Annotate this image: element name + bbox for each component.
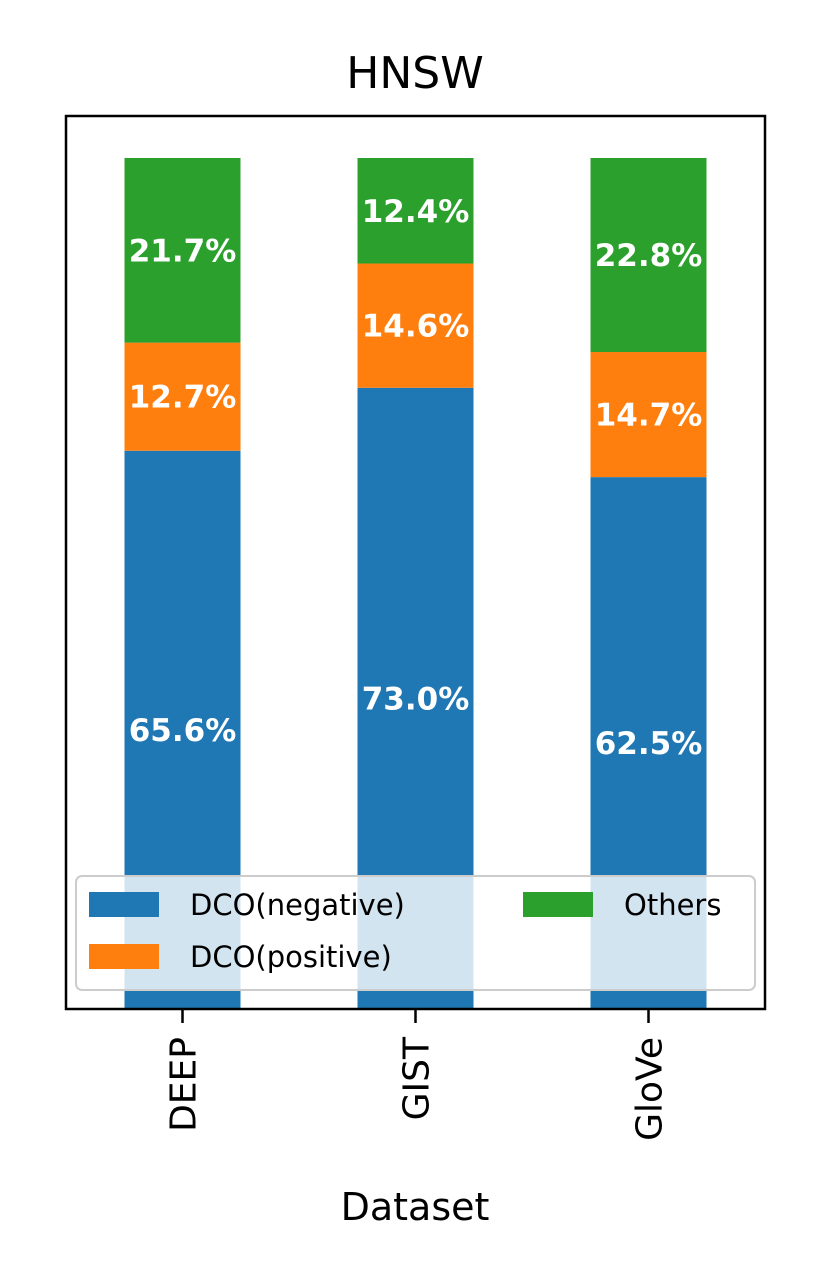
data-label-glove-dco-negative: 62.5% xyxy=(595,726,703,762)
x-tick-label-deep: DEEP xyxy=(164,1037,205,1132)
x-axis-label: Dataset xyxy=(341,1185,490,1229)
data-label-deep-others: 21.7% xyxy=(129,233,237,269)
data-label-gist-others: 12.4% xyxy=(362,194,470,230)
bar-gist-dco-positive xyxy=(357,263,474,388)
data-label-deep-dco-negative: 65.6% xyxy=(129,713,237,749)
legend-swatch-others xyxy=(523,892,593,917)
bar-gist-others xyxy=(357,158,474,264)
legend-label-dco-negative: DCO(negative) xyxy=(190,888,405,922)
bar-deep-dco-positive xyxy=(124,342,241,451)
x-tick-label-gist: GIST xyxy=(397,1036,438,1120)
legend-label-dco-positive: DCO(positive) xyxy=(190,940,392,974)
legend-swatch-dco-negative xyxy=(89,892,159,917)
data-label-gist-dco-negative: 73.0% xyxy=(362,681,470,717)
data-label-glove-dco-positive: 14.7% xyxy=(595,398,703,434)
data-label-deep-dco-positive: 12.7% xyxy=(129,380,237,416)
bar-deep-others xyxy=(124,158,241,343)
x-ticks: DEEP GIST GloVe xyxy=(164,1009,671,1141)
bar-glove-others xyxy=(590,158,707,353)
legend-swatch-dco-positive xyxy=(89,944,159,969)
x-tick-label-glove: GloVe xyxy=(630,1037,671,1141)
legend: DCO(negative) DCO(positive) Others xyxy=(75,875,756,991)
bar-glove-dco-positive xyxy=(590,352,707,478)
legend-label-others: Others xyxy=(624,888,721,922)
chart-title: HNSW xyxy=(346,48,483,99)
data-label-glove-others: 22.8% xyxy=(595,238,703,274)
data-label-gist-dco-positive: 14.6% xyxy=(362,309,470,345)
